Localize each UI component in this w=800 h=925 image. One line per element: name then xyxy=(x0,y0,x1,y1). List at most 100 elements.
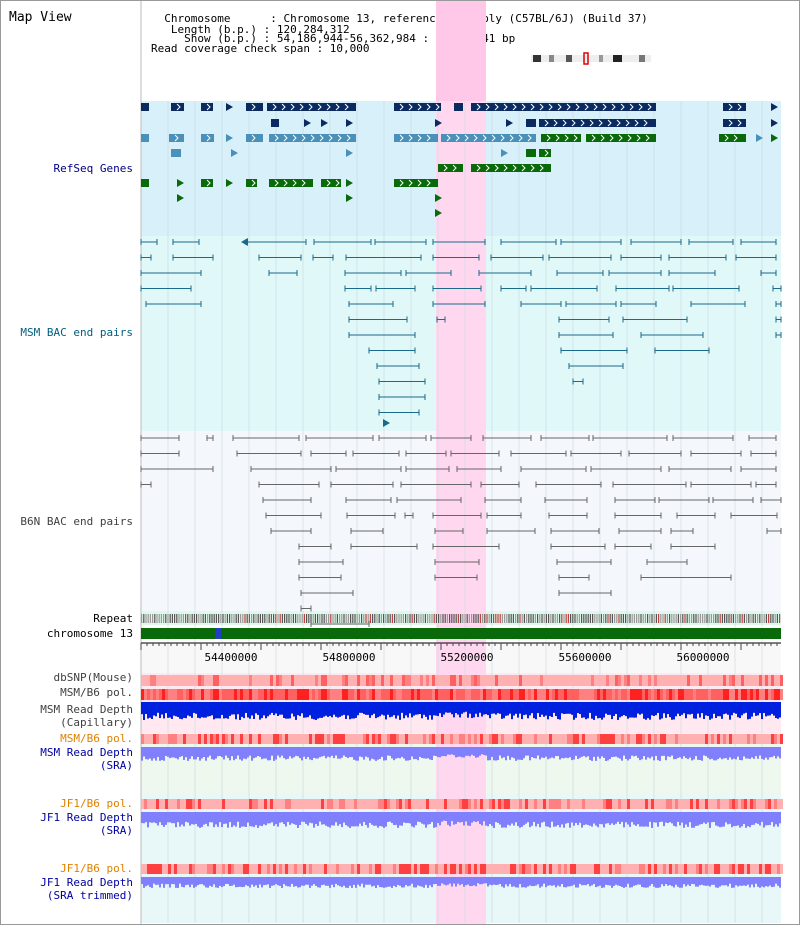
jf1-depth-trimmed-bar xyxy=(415,877,417,888)
jf1-pol-2-cell xyxy=(531,864,534,874)
jf1-depth-sra-bar xyxy=(159,812,161,823)
msm-depth-capillary-bar xyxy=(265,702,267,719)
repeat-mark xyxy=(143,614,145,623)
msm-b6-pol-cell xyxy=(357,689,360,700)
dbsnp-cell xyxy=(276,675,279,686)
jf1-pol-2-cell xyxy=(510,864,513,874)
msm-depth-capillary-bar xyxy=(425,702,427,717)
jf1-depth-sra-bar xyxy=(333,812,335,826)
jf1-pol-cell xyxy=(453,799,456,809)
msm-depth-capillary-bar xyxy=(223,702,225,719)
jf1-pol-cell xyxy=(195,799,198,809)
jf1-pol-2-cell xyxy=(228,864,231,874)
msm-b6-pol-sra-cell xyxy=(564,734,567,744)
msm-depth-capillary-bar xyxy=(181,702,183,720)
msm-depth-sra-bar xyxy=(175,747,177,759)
repeat-mark xyxy=(627,614,629,623)
jf1-depth-sra-bar xyxy=(415,812,417,826)
msm-depth-capillary-bar xyxy=(743,702,745,714)
jf1-depth-sra-bar xyxy=(585,812,587,825)
jf1-pol-2-cell xyxy=(423,864,426,874)
jf1-depth-trimmed-bar xyxy=(421,877,423,887)
jf1-pol-2-cell xyxy=(591,864,594,874)
jf1-depth-trimmed-bar xyxy=(195,877,197,887)
jf1-depth-sra-bar xyxy=(245,812,247,827)
repeat-mark xyxy=(279,614,281,623)
dbsnp-cell xyxy=(639,675,642,686)
msm-b6-pol-sra-cell xyxy=(738,734,741,744)
msm-b6-pol-cell xyxy=(246,689,249,700)
msm-depth-capillary-bar xyxy=(555,702,557,717)
jf1-depth-trimmed-bar xyxy=(291,877,293,884)
msm-depth-capillary-bar xyxy=(717,702,719,717)
jf1-depth-sra-bar xyxy=(191,812,193,825)
msm-depth-capillary-bar xyxy=(459,702,461,718)
msm-b6-pol-cell xyxy=(282,689,285,700)
dbsnp-cell xyxy=(603,675,606,686)
jf1-depth-sra-bar xyxy=(389,812,391,822)
msm-b6-pol-sra-cell xyxy=(744,734,747,744)
msm-depth-capillary-bar xyxy=(151,702,153,720)
gene-chevron xyxy=(206,103,211,111)
msm-depth-capillary-bar xyxy=(467,702,469,718)
repeat-mark xyxy=(319,614,321,623)
msm-depth-sra-bar xyxy=(365,747,367,757)
jf1-pol-2-cell xyxy=(456,864,459,874)
jf1-depth-trimmed-bar xyxy=(171,877,173,884)
msm-depth-capillary-bar xyxy=(769,702,771,716)
jf1-depth-sra-bar xyxy=(363,812,365,822)
msm-b6-pol-sra-cell xyxy=(210,734,213,744)
jf1-pol-2-cell xyxy=(600,864,603,874)
jf1-pol-cell xyxy=(759,799,762,809)
msm-depth-sra-bar xyxy=(369,747,371,761)
msm-b6-pol-cell xyxy=(552,689,555,700)
msm-depth-capillary-bar xyxy=(777,702,779,719)
jf1-depth-trimmed-bar xyxy=(255,877,257,886)
jf1-pol-2-cell xyxy=(384,864,387,874)
msm-b6-pol-cell xyxy=(153,689,156,700)
gene-chevron xyxy=(494,164,499,172)
jf1-depth-sra-bar xyxy=(743,812,745,824)
jf1-pol-cell xyxy=(669,799,672,809)
msm-depth-sra-bar xyxy=(519,747,521,760)
jf1-depth-sra-bar xyxy=(151,812,153,823)
msm-depth-capillary-bar xyxy=(621,702,623,717)
jf1-pol-2-cell xyxy=(225,864,228,874)
jf1-depth-trimmed-bar xyxy=(231,877,233,886)
msm-depth-sra-bar xyxy=(455,747,457,758)
gene-chevron xyxy=(728,103,733,111)
jf1-pol-2-cell xyxy=(504,864,507,874)
msm-b6-pol-sra-cell xyxy=(141,734,144,744)
refseq-gene xyxy=(506,119,513,127)
msm-b6-pol-cell xyxy=(261,689,264,700)
msm-b6-pol-sra-cell xyxy=(537,734,540,744)
refseq-gene xyxy=(226,134,233,142)
jf1-depth-trimmed-bar xyxy=(627,877,629,884)
msm-b6-pol-cell xyxy=(417,689,420,700)
msm-depth-capillary-bar xyxy=(483,702,485,715)
dbsnp-cell xyxy=(738,675,741,686)
msm-b6-pol-cell xyxy=(207,689,210,700)
dbsnp-cell xyxy=(192,675,195,686)
msm-depth-capillary-bar xyxy=(371,702,373,716)
jf1-depth-trimmed-bar xyxy=(427,877,429,888)
msm-depth-sra-bar xyxy=(709,747,711,760)
refseq-gene xyxy=(394,134,438,142)
jf1-pol-2-cell xyxy=(636,864,639,874)
jf1-pol-2-cell xyxy=(210,864,213,874)
msm-b6-pol-cell xyxy=(648,689,651,700)
jf1-depth-trimmed-bar xyxy=(341,877,343,888)
dbsnp-cell xyxy=(765,675,768,686)
gene-chevron xyxy=(521,103,526,111)
jf1-pol-2-cell xyxy=(243,864,246,874)
msm-depth-capillary-bar xyxy=(327,702,329,717)
msm-depth-sra-bar xyxy=(673,747,675,760)
jf1-pol-cell xyxy=(741,799,744,809)
repeat-mark xyxy=(211,614,213,623)
jf1-pol-cell xyxy=(714,799,717,809)
msm-depth-capillary-bar xyxy=(205,702,207,718)
msm-depth-capillary-bar xyxy=(625,702,627,717)
msm-b6-pol-cell xyxy=(702,689,705,700)
jf1-depth-trimmed-bar xyxy=(361,877,363,884)
